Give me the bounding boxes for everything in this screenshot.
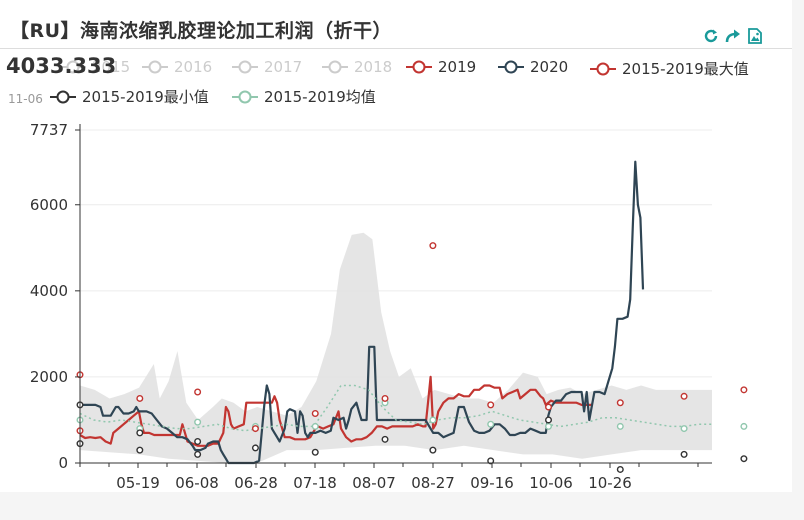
legend-label: 2018	[354, 58, 393, 76]
max-marker	[487, 401, 495, 409]
min-max-area	[80, 232, 712, 463]
chart-toolbox	[703, 28, 763, 44]
x-tick-label: 08-27	[411, 474, 455, 492]
max-marker	[680, 392, 688, 400]
legend-item-2019[interactable]: 2019	[406, 58, 476, 76]
legend-marker-icon	[232, 60, 258, 74]
avg-marker	[545, 422, 553, 430]
legend-item-2020[interactable]: 2020	[498, 58, 568, 76]
x-tick-label: 10-26	[588, 474, 632, 492]
legend-marker-icon	[60, 60, 86, 74]
min-marker	[311, 448, 319, 456]
avg-marker	[740, 422, 748, 430]
legend-marker-icon	[50, 90, 76, 103]
max-marker	[381, 394, 389, 402]
avg-marker	[616, 422, 624, 430]
legend-marker-icon	[142, 60, 168, 74]
min-marker	[194, 450, 202, 458]
max-marker	[251, 425, 259, 433]
legend-item-2015-2019均值[interactable]: 2015-2019均值	[232, 86, 376, 107]
x-tick-label: 08-07	[352, 474, 396, 492]
x-tick-label: 10-06	[529, 474, 573, 492]
legend-marker-icon	[232, 90, 258, 103]
tooltip-date: 11-06	[8, 92, 43, 106]
min-marker	[381, 435, 389, 443]
max-marker	[740, 386, 748, 394]
min-marker	[616, 465, 624, 473]
chart-axes: 0 2000 4000 6000 7737 05-19 06-08 06-28 07-18 08-…	[30, 121, 712, 492]
legend-label: 2016	[174, 58, 213, 76]
legend-marker-icon	[498, 60, 524, 74]
legend-label: 2015-2019最大值	[622, 60, 749, 78]
avg-marker	[429, 416, 437, 424]
x-tick-label: 07-18	[293, 474, 337, 492]
min-marker	[487, 457, 495, 465]
min-max-band	[80, 232, 712, 463]
right-strip	[792, 0, 804, 520]
min-marker	[194, 437, 202, 445]
share-icon[interactable]	[725, 28, 741, 44]
series-markers	[76, 242, 748, 473]
legend-item-2017[interactable]: 2017	[232, 58, 302, 76]
save-image-icon[interactable]	[747, 28, 763, 44]
legend-item-2015[interactable]: 2015	[60, 58, 130, 76]
legend-label: 2015	[92, 58, 131, 76]
y-tick-label: 4000	[30, 282, 68, 300]
min-marker	[429, 446, 437, 454]
min-marker	[251, 444, 259, 452]
y-tick-label: 2000	[30, 368, 68, 386]
legend-label: 2020	[530, 58, 569, 76]
legend-item-2015-2019最小值[interactable]: 2015-2019最小值	[50, 86, 209, 107]
tooltip-value: 4033.333	[6, 54, 117, 78]
series-line-2020	[80, 160, 645, 465]
max-marker	[311, 410, 319, 418]
y-tick-label: 6000	[30, 196, 68, 214]
x-tick-label: 05-19	[116, 474, 160, 492]
series-line-2015-2019均值	[79, 384, 712, 432]
min-marker	[680, 450, 688, 458]
y-tick-label: 7737	[30, 121, 68, 139]
legend-marker-icon	[322, 60, 348, 74]
x-tick-label: 06-08	[175, 474, 219, 492]
bottom-strip	[0, 492, 804, 520]
min-marker	[545, 416, 553, 424]
legend-item-2018[interactable]: 2018	[322, 58, 392, 76]
min-marker	[136, 446, 144, 454]
legend-label: 2015-2019均值	[264, 88, 376, 106]
refresh-icon[interactable]	[703, 28, 719, 44]
title-divider	[0, 48, 792, 49]
y-tick-label: 0	[58, 454, 68, 472]
series-line-2019	[79, 375, 592, 447]
min-marker	[136, 429, 144, 437]
x-tick-label: 06-28	[234, 474, 278, 492]
min-marker	[740, 455, 748, 463]
avg-marker	[311, 422, 319, 430]
chart-grid	[80, 129, 712, 378]
max-marker	[545, 403, 553, 411]
avg-marker	[487, 420, 495, 428]
legend-marker-icon	[406, 60, 432, 74]
chart-title: 【RU】海南浓缩乳胶理论加工利润（折干）	[10, 20, 393, 42]
legend-marker-icon	[590, 62, 616, 75]
legend-label: 2017	[264, 58, 303, 76]
legend-label: 2015-2019最小值	[82, 88, 209, 106]
max-marker	[616, 399, 624, 407]
x-tick-label: 09-16	[470, 474, 514, 492]
avg-marker	[680, 425, 688, 433]
legend-label: 2019	[438, 58, 477, 76]
series-lines	[79, 160, 712, 465]
max-marker	[194, 388, 202, 396]
legend-item-2015-2019最大值[interactable]: 2015-2019最大值	[590, 58, 749, 79]
legend-item-2016[interactable]: 2016	[142, 58, 212, 76]
max-marker	[136, 394, 144, 402]
max-marker	[429, 242, 437, 250]
avg-marker	[194, 418, 202, 426]
